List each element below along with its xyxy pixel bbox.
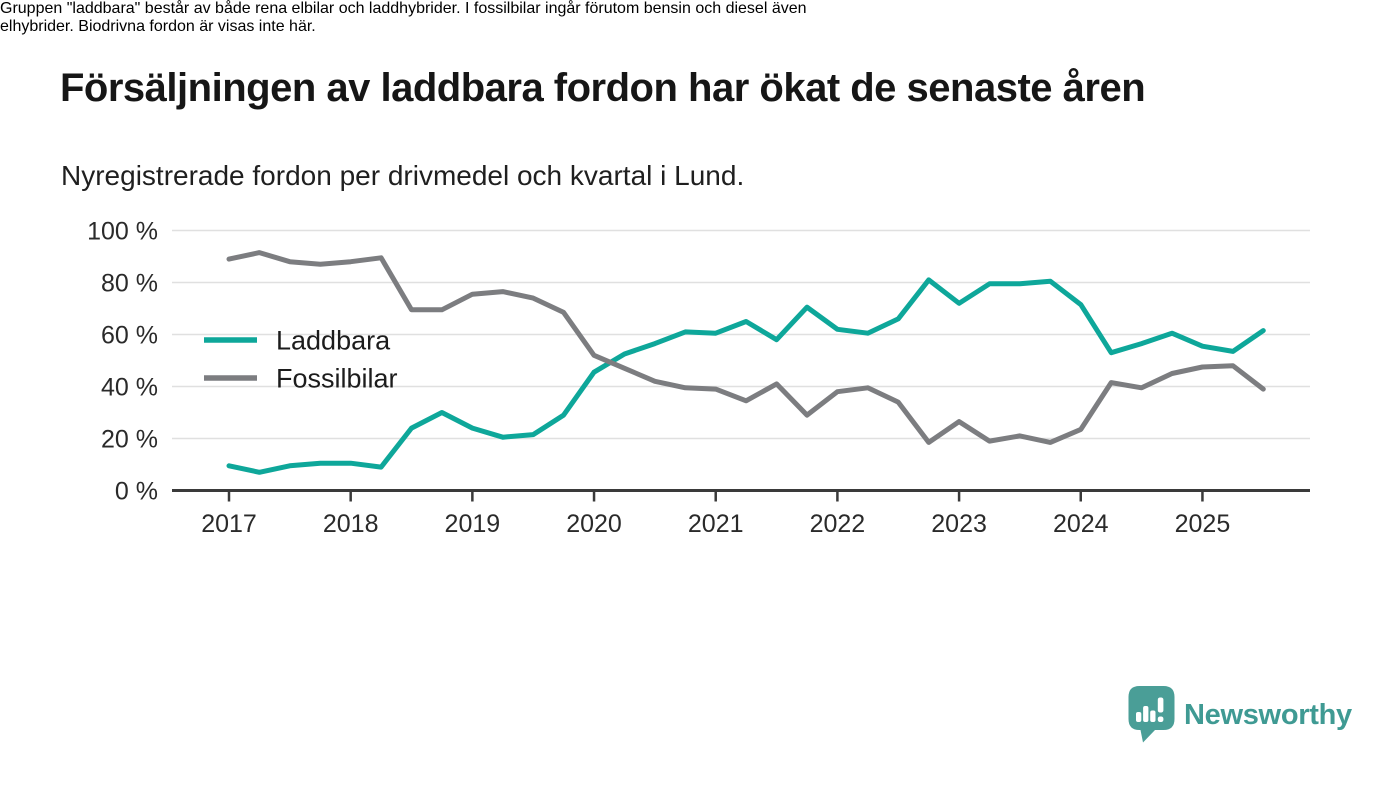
x-axis-tick-label: 2019 [445, 510, 501, 538]
series-line-laddbara [226, 277, 1266, 475]
line-chart: 0 % 20 % 40 % 60 % 80 % 100 % 2017 2018 2019 2020… [0, 210, 1400, 545]
x-axis-tick-label: 2021 [688, 510, 744, 538]
x-axis-tick-label: 2020 [566, 510, 622, 538]
y-axis-tick-label: 20 % [101, 426, 158, 454]
logo-exclamation-dot [1157, 716, 1164, 722]
footnote-line-2: elhybrider. Biodrivna fordon är visas in… [0, 18, 316, 35]
line-chart-canvas: 0 % 20 % 40 % 60 % 80 % 100 % 2017 2018 2019 2020… [87, 218, 1310, 538]
legend-label-fossilbilar: Fossilbilar [276, 364, 398, 394]
x-axis-tick-label: 2023 [931, 510, 987, 538]
newsworthy-logo-icon [1128, 686, 1175, 743]
y-axis-tick-label: 100 % [87, 218, 158, 246]
y-axis-tick-label: 60 % [101, 322, 158, 350]
y-axis-tick-label: 40 % [101, 374, 158, 402]
series-line-fossilbilar [226, 250, 1266, 445]
footnote-line-1: Gruppen "laddbara" består av både rena e… [0, 0, 807, 17]
x-axis-tick-label: 2024 [1053, 510, 1109, 538]
x-axis-tick-label: 2022 [810, 510, 866, 538]
x-axis-tick-label: 2017 [201, 510, 257, 538]
logo-bar-1 [1136, 712, 1142, 722]
newsworthy-logo-text: Newsworthy [1184, 698, 1352, 731]
newsworthy-logo: Newsworthy [1128, 686, 1352, 743]
logo-exclamation-bar [1157, 697, 1164, 713]
y-axis-tick-label: 80 % [101, 270, 158, 298]
logo-bar-2 [1143, 706, 1149, 722]
chart-subtitle: Nyregistrerade fordon per drivmedel och … [61, 160, 745, 191]
chart-title: Försäljningen av laddbara fordon har öka… [60, 66, 1146, 110]
y-axis-tick-label: 0 % [115, 478, 158, 506]
legend-label-laddbara: Laddbara [276, 326, 391, 356]
x-axis-tick-label: 2018 [323, 510, 379, 538]
x-axis-tick-label: 2025 [1175, 510, 1231, 538]
logo-bar-3 [1150, 710, 1156, 722]
